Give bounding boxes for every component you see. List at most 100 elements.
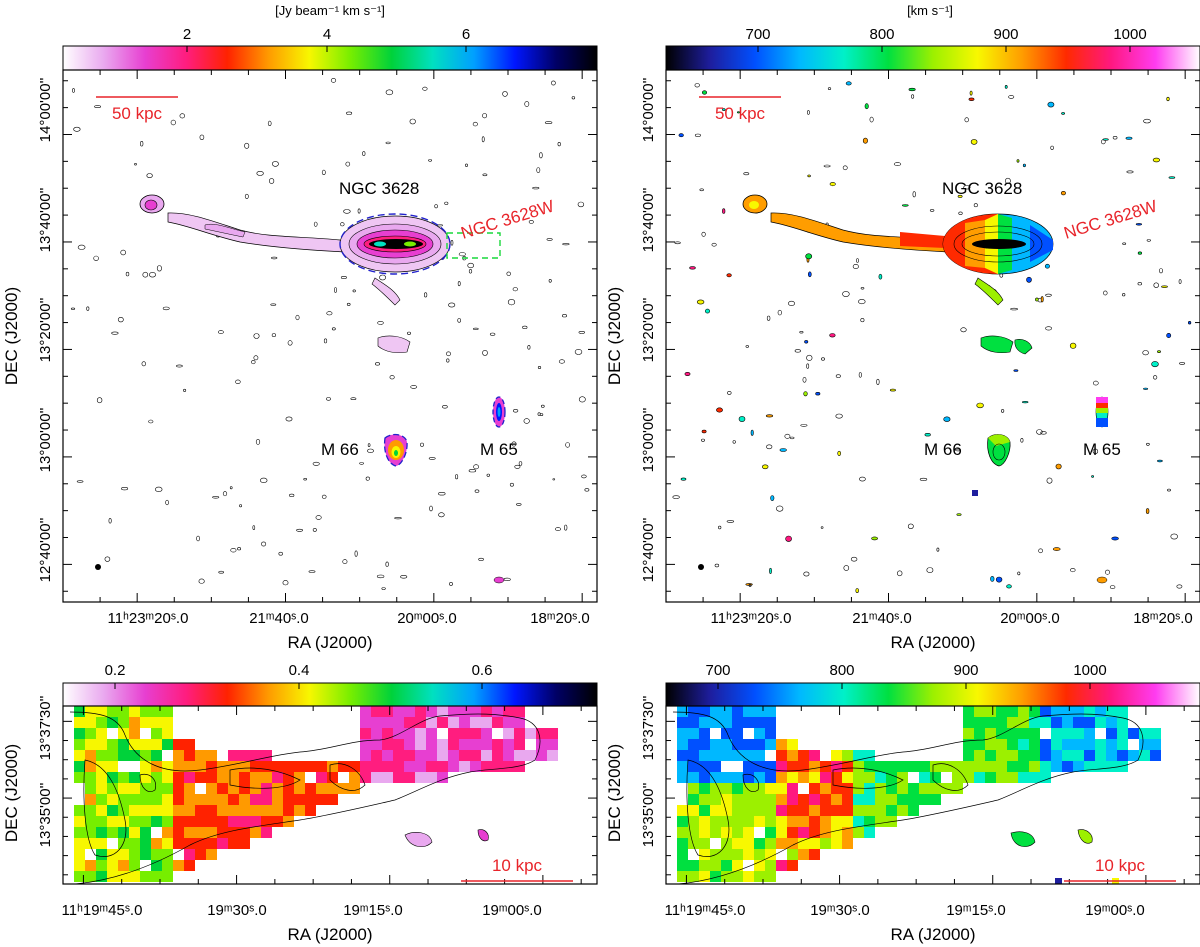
noise-contour — [1143, 118, 1151, 124]
map-pixel — [118, 794, 129, 805]
map-pixel — [765, 838, 776, 849]
map-pixel — [1095, 761, 1106, 772]
map-pixel — [710, 750, 721, 761]
noise-contour — [482, 113, 487, 119]
noise-contour — [179, 113, 186, 119]
noise-contour — [557, 142, 561, 147]
map-pixel — [437, 739, 448, 750]
map-pixel — [721, 772, 732, 783]
noise-contour — [672, 495, 680, 499]
map-pixel — [162, 871, 173, 882]
map-pixel — [809, 750, 820, 761]
map-pixel — [129, 717, 140, 728]
map-pixel — [974, 717, 985, 728]
tidal-tail — [770, 212, 949, 253]
map-pixel — [118, 783, 129, 794]
map-pixel — [864, 794, 875, 805]
map-pixel — [140, 838, 151, 849]
noise-contour — [784, 433, 791, 439]
source-label-ngc3628: NGC 3628 — [339, 179, 419, 198]
noise-contour — [701, 231, 706, 237]
noise-contour — [564, 524, 568, 531]
map-pixel — [710, 783, 721, 794]
map-pixel — [503, 739, 514, 750]
map-pixel — [765, 783, 776, 794]
noise-contour — [855, 588, 859, 593]
map-pixel — [677, 706, 688, 717]
colorbar-tick-label: 1000 — [1113, 26, 1146, 43]
map-pixel — [217, 805, 228, 816]
noise-contour — [544, 121, 553, 124]
map-pixel — [173, 772, 184, 783]
noise-contour — [381, 587, 386, 590]
map-pixel — [503, 761, 514, 772]
noise-contour — [315, 515, 322, 520]
x-tick-labels: 11ʰ23ᵐ20ˢ.0 21ᵐ40ˢ.0 20ᵐ00ˢ.0 18ᵐ20ˢ.0 — [108, 610, 590, 627]
noise-contour — [156, 265, 162, 272]
noise-contour — [148, 419, 154, 424]
map-pixel — [349, 761, 360, 772]
ngc3628w-cloud — [742, 194, 768, 214]
map-pixel — [743, 816, 754, 827]
map-pixel — [765, 772, 776, 783]
noise-contour — [770, 495, 775, 501]
map-pixel — [250, 805, 261, 816]
map-pixel — [776, 816, 787, 827]
noise-contour — [252, 525, 256, 530]
map-pixel — [470, 750, 481, 761]
noise-contour — [864, 103, 869, 110]
map-pixel — [798, 849, 809, 860]
noise-contour — [354, 550, 358, 557]
map-pixel — [470, 739, 481, 750]
map-pixel — [842, 750, 853, 761]
map-pixel — [699, 706, 710, 717]
noise-contour — [183, 388, 187, 392]
map-pixel — [776, 739, 787, 750]
map-pixel — [85, 706, 96, 717]
y-tick-labels: 13°37'30'' 13°35'00'' — [37, 696, 54, 848]
noise-contour — [278, 551, 283, 556]
noise-contour — [86, 306, 90, 311]
map-pixel — [699, 717, 710, 728]
map-pixel — [151, 717, 162, 728]
map-pixel — [798, 750, 809, 761]
map-pixel — [688, 794, 699, 805]
noise-contour — [1109, 585, 1116, 590]
map-pixel — [371, 772, 382, 783]
map-pixel — [96, 717, 107, 728]
map-pixel — [206, 805, 217, 816]
colorbar-tick-labels: 2 4 6 — [183, 26, 470, 43]
map-pixel — [173, 805, 184, 816]
map-pixel — [743, 783, 754, 794]
map-pixel — [239, 783, 250, 794]
map-pixel — [996, 706, 1007, 717]
map-pixel — [732, 794, 743, 805]
map-pixel — [721, 827, 732, 838]
noise-contour — [142, 271, 149, 278]
map-pixel — [371, 739, 382, 750]
map-pixel — [492, 761, 503, 772]
map-pixel — [754, 750, 765, 761]
map-pixel — [349, 783, 360, 794]
map-pixel — [305, 783, 316, 794]
map-pixel — [503, 706, 514, 717]
noise-contour — [727, 391, 732, 395]
map-pixel — [118, 805, 129, 816]
y-tick-label: 12°40'00'' — [640, 518, 657, 583]
map-pixel — [677, 838, 688, 849]
noise-contour — [1022, 163, 1026, 168]
noise-contour — [1137, 282, 1143, 286]
map-pixel — [809, 794, 820, 805]
noise-contour — [125, 271, 130, 277]
map-pixel — [820, 805, 831, 816]
noise-contour — [482, 349, 488, 356]
map-pixel — [85, 838, 96, 849]
noise-contour — [689, 266, 696, 270]
map-pixel — [338, 783, 349, 794]
noise-contour — [94, 105, 101, 108]
noise-contour — [878, 273, 883, 280]
map-pixel — [1150, 728, 1161, 739]
noise-contour — [807, 271, 812, 278]
x-tick-label: 21ᵐ40ˢ.0 — [852, 610, 912, 627]
map-pixel — [239, 816, 250, 827]
